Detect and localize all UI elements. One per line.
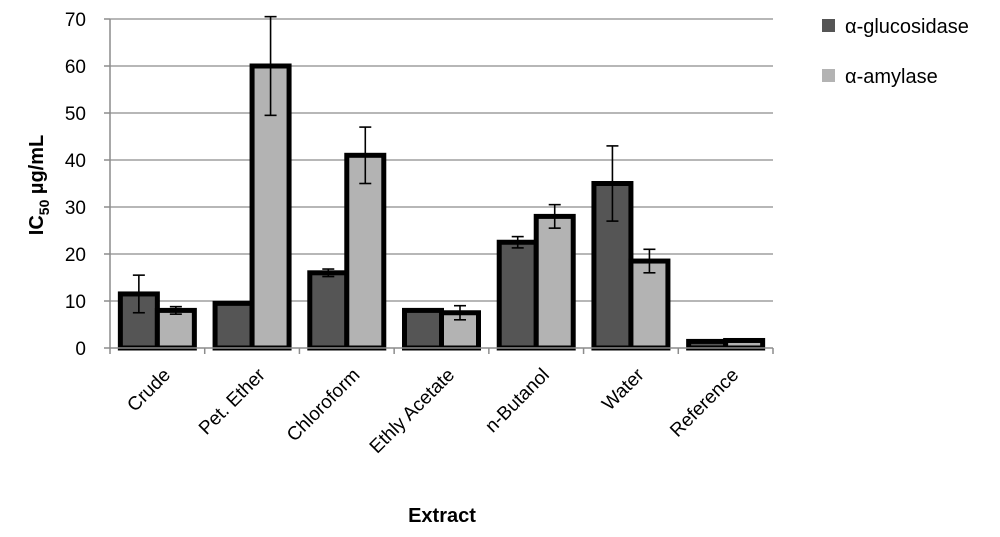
y-axis-title: IC50 µg/mL <box>26 135 52 235</box>
x-category-label: Reference <box>666 365 743 442</box>
error-bar <box>643 248 656 274</box>
legend-swatch-glucosidase <box>822 19 835 32</box>
error-bar <box>132 274 145 314</box>
y-tick-label: 50 <box>65 104 86 125</box>
legend-label-glucosidase: α-glucosidase <box>845 16 969 38</box>
axes <box>104 18 774 354</box>
y-axis-title-main: IC <box>26 215 48 235</box>
y-tick-label: 0 <box>75 339 86 360</box>
bar-glucosidase <box>496 239 539 351</box>
y-tick-label: 30 <box>65 198 86 219</box>
error-bars <box>132 15 656 321</box>
bar-amylase <box>154 307 197 351</box>
x-category-label: Crude <box>123 365 174 416</box>
y-tick-label: 60 <box>65 57 86 78</box>
y-tick-label: 20 <box>65 245 86 266</box>
x-category-label: Ethly Acetate <box>366 365 459 458</box>
bar-amylase <box>628 258 671 351</box>
x-category-label: n-Butanol <box>481 365 553 437</box>
y-axis-title-unit: µg/mL <box>26 135 48 200</box>
bar-glucosidase <box>402 307 444 351</box>
bar-glucosidase <box>686 338 729 351</box>
error-bar <box>511 235 524 249</box>
bar-glucosidase <box>307 270 350 351</box>
x-category-label: Water <box>598 364 649 415</box>
error-bar <box>548 203 561 229</box>
y-axis-title-subscript: 50 <box>36 199 52 215</box>
y-tick-labels: 0 10 20 30 40 50 60 70 <box>65 10 86 360</box>
error-bar <box>169 305 182 315</box>
legend: α-glucosidase α-amylase <box>822 16 969 88</box>
y-tick-label: 70 <box>65 10 86 31</box>
x-axis-title: Extract <box>408 505 476 527</box>
y-tick-label: 40 <box>65 151 86 172</box>
legend-swatch-amylase <box>822 69 835 82</box>
error-bar <box>322 268 335 278</box>
y-tick-label: 10 <box>65 292 86 313</box>
bar-glucosidase <box>212 300 255 351</box>
error-bar <box>359 126 372 185</box>
error-bar <box>454 304 466 321</box>
legend-label-amylase: α-amylase <box>845 66 938 88</box>
bar-amylase <box>533 213 576 351</box>
error-bar <box>606 145 619 222</box>
x-category-label: Pet. Ether <box>195 364 270 439</box>
gridlines <box>110 18 773 302</box>
x-category-labels: Crude Pet. Ether Chloroform Ethly Acetate n-… <box>123 364 743 458</box>
x-category-label: Chloroform <box>283 365 364 446</box>
error-bar <box>264 15 277 117</box>
bar-amylase <box>723 337 766 351</box>
bars <box>117 63 766 351</box>
